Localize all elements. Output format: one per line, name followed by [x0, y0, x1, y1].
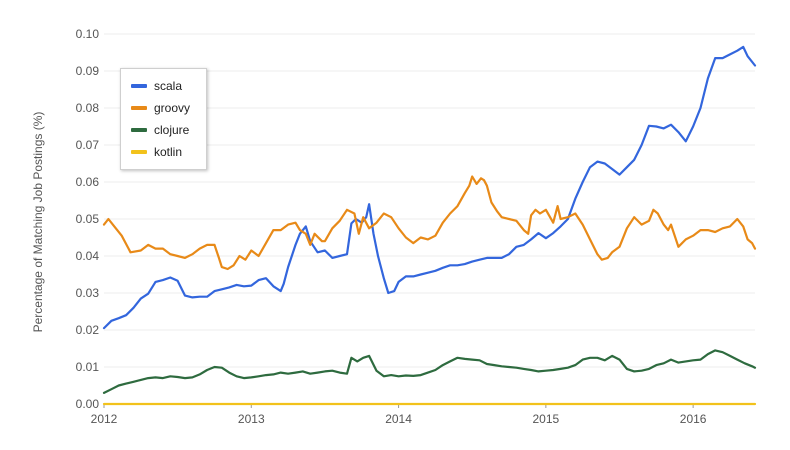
legend-item-kotlin: kotlin	[131, 141, 198, 163]
y-tick-label: 0.00	[76, 397, 100, 411]
x-tick-label: 2015	[533, 412, 560, 426]
x-tick-label: 2014	[385, 412, 412, 426]
legend-swatch	[131, 84, 147, 88]
legend: scala groovy clojure kotlin	[120, 68, 207, 170]
x-tick-label: 2013	[238, 412, 265, 426]
legend-item-scala: scala	[131, 75, 198, 97]
axes: 0.00 0.01 0.02 0.03 0.04 0.05 0.06 0.07 0.08 0.09…	[76, 27, 707, 426]
legend-label: clojure	[154, 123, 190, 137]
legend-swatch	[131, 128, 147, 132]
legend-label: kotlin	[154, 145, 183, 159]
legend-swatch	[131, 106, 147, 110]
y-tick-label: 0.06	[76, 175, 100, 189]
y-tick-label: 0.09	[76, 64, 100, 78]
y-tick-label: 0.02	[76, 323, 100, 337]
y-tick-label: 0.10	[76, 27, 100, 41]
series-lines	[102, 45, 757, 406]
legend-swatch	[131, 150, 147, 154]
y-tick-label: 0.05	[76, 212, 100, 226]
y-axis-title: Percentage of Matching Job Postings (%)	[31, 112, 45, 333]
y-tick-label: 0.03	[76, 286, 100, 300]
y-tick-label: 0.08	[76, 101, 100, 115]
series-line-scala	[102, 45, 757, 330]
y-tick-label: 0.07	[76, 138, 100, 152]
legend-item-clojure: clojure	[131, 119, 198, 141]
y-tick-label: 0.04	[76, 249, 100, 263]
legend-label: groovy	[154, 101, 191, 115]
series-line-groovy	[102, 175, 757, 271]
y-tick-label: 0.01	[76, 360, 100, 374]
series-line-clojure	[102, 349, 757, 394]
x-tick-label: 2012	[91, 412, 118, 426]
x-tick-label: 2016	[680, 412, 707, 426]
legend-item-groovy: groovy	[131, 97, 198, 119]
legend-label: scala	[154, 79, 183, 93]
